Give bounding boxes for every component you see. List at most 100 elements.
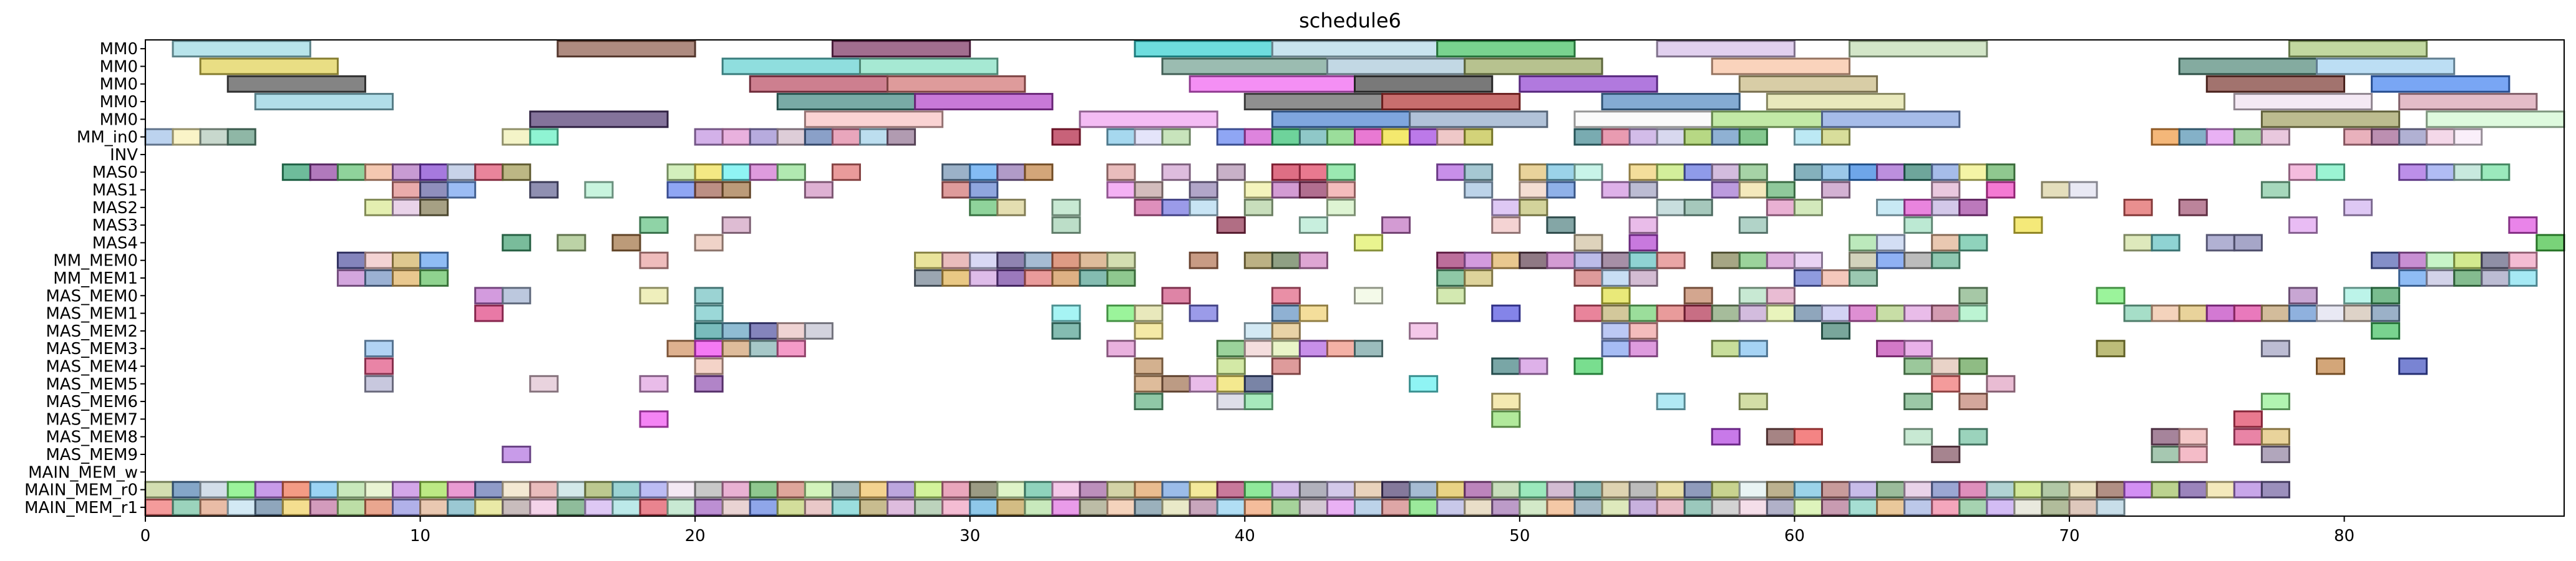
ytick-label: MAS_MEM2 bbox=[46, 322, 138, 341]
task-bar bbox=[1519, 198, 1548, 216]
task-bar bbox=[1876, 163, 1906, 181]
task-bar bbox=[2288, 304, 2318, 322]
task-bar bbox=[1491, 481, 1521, 499]
task-bar bbox=[1546, 498, 1576, 516]
task-bar bbox=[364, 251, 394, 269]
task-bar bbox=[858, 481, 889, 499]
task-bar bbox=[1326, 498, 1356, 516]
task-bar bbox=[1216, 481, 1246, 499]
task-bar bbox=[1573, 304, 1603, 322]
task-bar bbox=[858, 498, 889, 516]
task-bar bbox=[1601, 498, 1631, 516]
task-bar bbox=[2398, 251, 2428, 269]
task-bar bbox=[1106, 340, 1136, 358]
task-bar bbox=[529, 128, 559, 146]
task-bar bbox=[502, 128, 532, 146]
task-bar bbox=[1656, 304, 1686, 322]
xtick-label: 30 bbox=[960, 527, 980, 545]
task-bar bbox=[502, 163, 532, 181]
task-bar bbox=[1491, 304, 1521, 322]
task-bar bbox=[1271, 481, 1301, 499]
task-bar bbox=[2178, 428, 2208, 446]
task-bar bbox=[1051, 498, 1081, 516]
task-bar bbox=[666, 163, 696, 181]
task-bar bbox=[941, 181, 971, 199]
task-bar bbox=[2178, 57, 2318, 75]
ytick-label: MAS_MEM4 bbox=[46, 357, 138, 376]
task-bar bbox=[364, 481, 394, 499]
task-bar bbox=[858, 57, 999, 75]
task-bar bbox=[1051, 198, 1081, 216]
task-bar bbox=[749, 481, 779, 499]
task-bar bbox=[502, 481, 532, 499]
task-bar bbox=[1051, 322, 1081, 340]
task-bar bbox=[1958, 393, 1988, 411]
task-bar bbox=[1188, 498, 1218, 516]
task-bar bbox=[419, 251, 449, 269]
task-bar bbox=[1243, 340, 1273, 358]
task-bar bbox=[2233, 428, 2263, 446]
task-bar bbox=[969, 269, 999, 287]
task-bar bbox=[1903, 251, 1933, 269]
task-bar bbox=[1243, 93, 1384, 110]
task-bar bbox=[887, 498, 916, 516]
task-bar bbox=[996, 269, 1026, 287]
task-bar bbox=[1161, 198, 1191, 216]
task-bar bbox=[226, 128, 256, 146]
task-bar bbox=[1766, 498, 1796, 516]
task-bar bbox=[694, 163, 724, 181]
task-bar bbox=[474, 304, 504, 322]
task-bar bbox=[529, 481, 559, 499]
task-bar bbox=[2068, 498, 2098, 516]
task-bar bbox=[1464, 481, 1494, 499]
task-bar bbox=[1820, 481, 1851, 499]
task-bar bbox=[1628, 181, 1658, 199]
task-bar bbox=[1711, 428, 1741, 446]
task-bar bbox=[584, 181, 614, 199]
task-bar bbox=[1381, 481, 1411, 499]
task-bar bbox=[721, 216, 751, 234]
task-bar bbox=[392, 481, 422, 499]
task-bar bbox=[996, 163, 1026, 181]
task-bar bbox=[749, 75, 889, 93]
task-bar bbox=[1958, 481, 1988, 499]
task-bar bbox=[1381, 216, 1411, 234]
task-bar bbox=[1051, 128, 1081, 146]
task-bar bbox=[1903, 481, 1933, 499]
task-bar bbox=[392, 269, 422, 287]
task-bar bbox=[2426, 269, 2456, 287]
task-bar bbox=[1820, 181, 1851, 199]
task-bar bbox=[804, 110, 944, 128]
task-bar bbox=[941, 481, 971, 499]
task-bar bbox=[2426, 110, 2565, 128]
task-bar bbox=[1738, 498, 1768, 516]
task-bar bbox=[1903, 216, 1933, 234]
task-bar bbox=[364, 357, 394, 375]
ytick-label: MM0 bbox=[100, 57, 138, 76]
task-bar bbox=[2508, 216, 2538, 234]
task-bar bbox=[1683, 163, 1713, 181]
task-bar bbox=[419, 181, 449, 199]
task-bar bbox=[1820, 304, 1851, 322]
xtick-label: 50 bbox=[1509, 527, 1530, 545]
task-bar bbox=[1188, 375, 1218, 393]
task-bar bbox=[1628, 269, 1658, 287]
task-bar bbox=[1876, 251, 1906, 269]
task-bar bbox=[557, 481, 586, 499]
task-bar bbox=[1793, 481, 1823, 499]
task-bar bbox=[2178, 304, 2208, 322]
task-bar bbox=[1628, 216, 1658, 234]
task-bar bbox=[776, 498, 806, 516]
ytick-label: MAIN_MEM_r0 bbox=[24, 481, 138, 500]
ytick-label: MAS_MEM8 bbox=[46, 428, 138, 447]
task-bar bbox=[1354, 498, 1384, 516]
task-bar bbox=[584, 481, 614, 499]
task-bar bbox=[969, 181, 999, 199]
task-bar bbox=[1931, 163, 1961, 181]
task-bar bbox=[1051, 304, 1081, 322]
task-bar bbox=[1464, 181, 1494, 199]
task-bar bbox=[1711, 498, 1741, 516]
task-bar bbox=[1464, 269, 1494, 287]
task-bar bbox=[1656, 251, 1686, 269]
task-bar bbox=[941, 251, 971, 269]
